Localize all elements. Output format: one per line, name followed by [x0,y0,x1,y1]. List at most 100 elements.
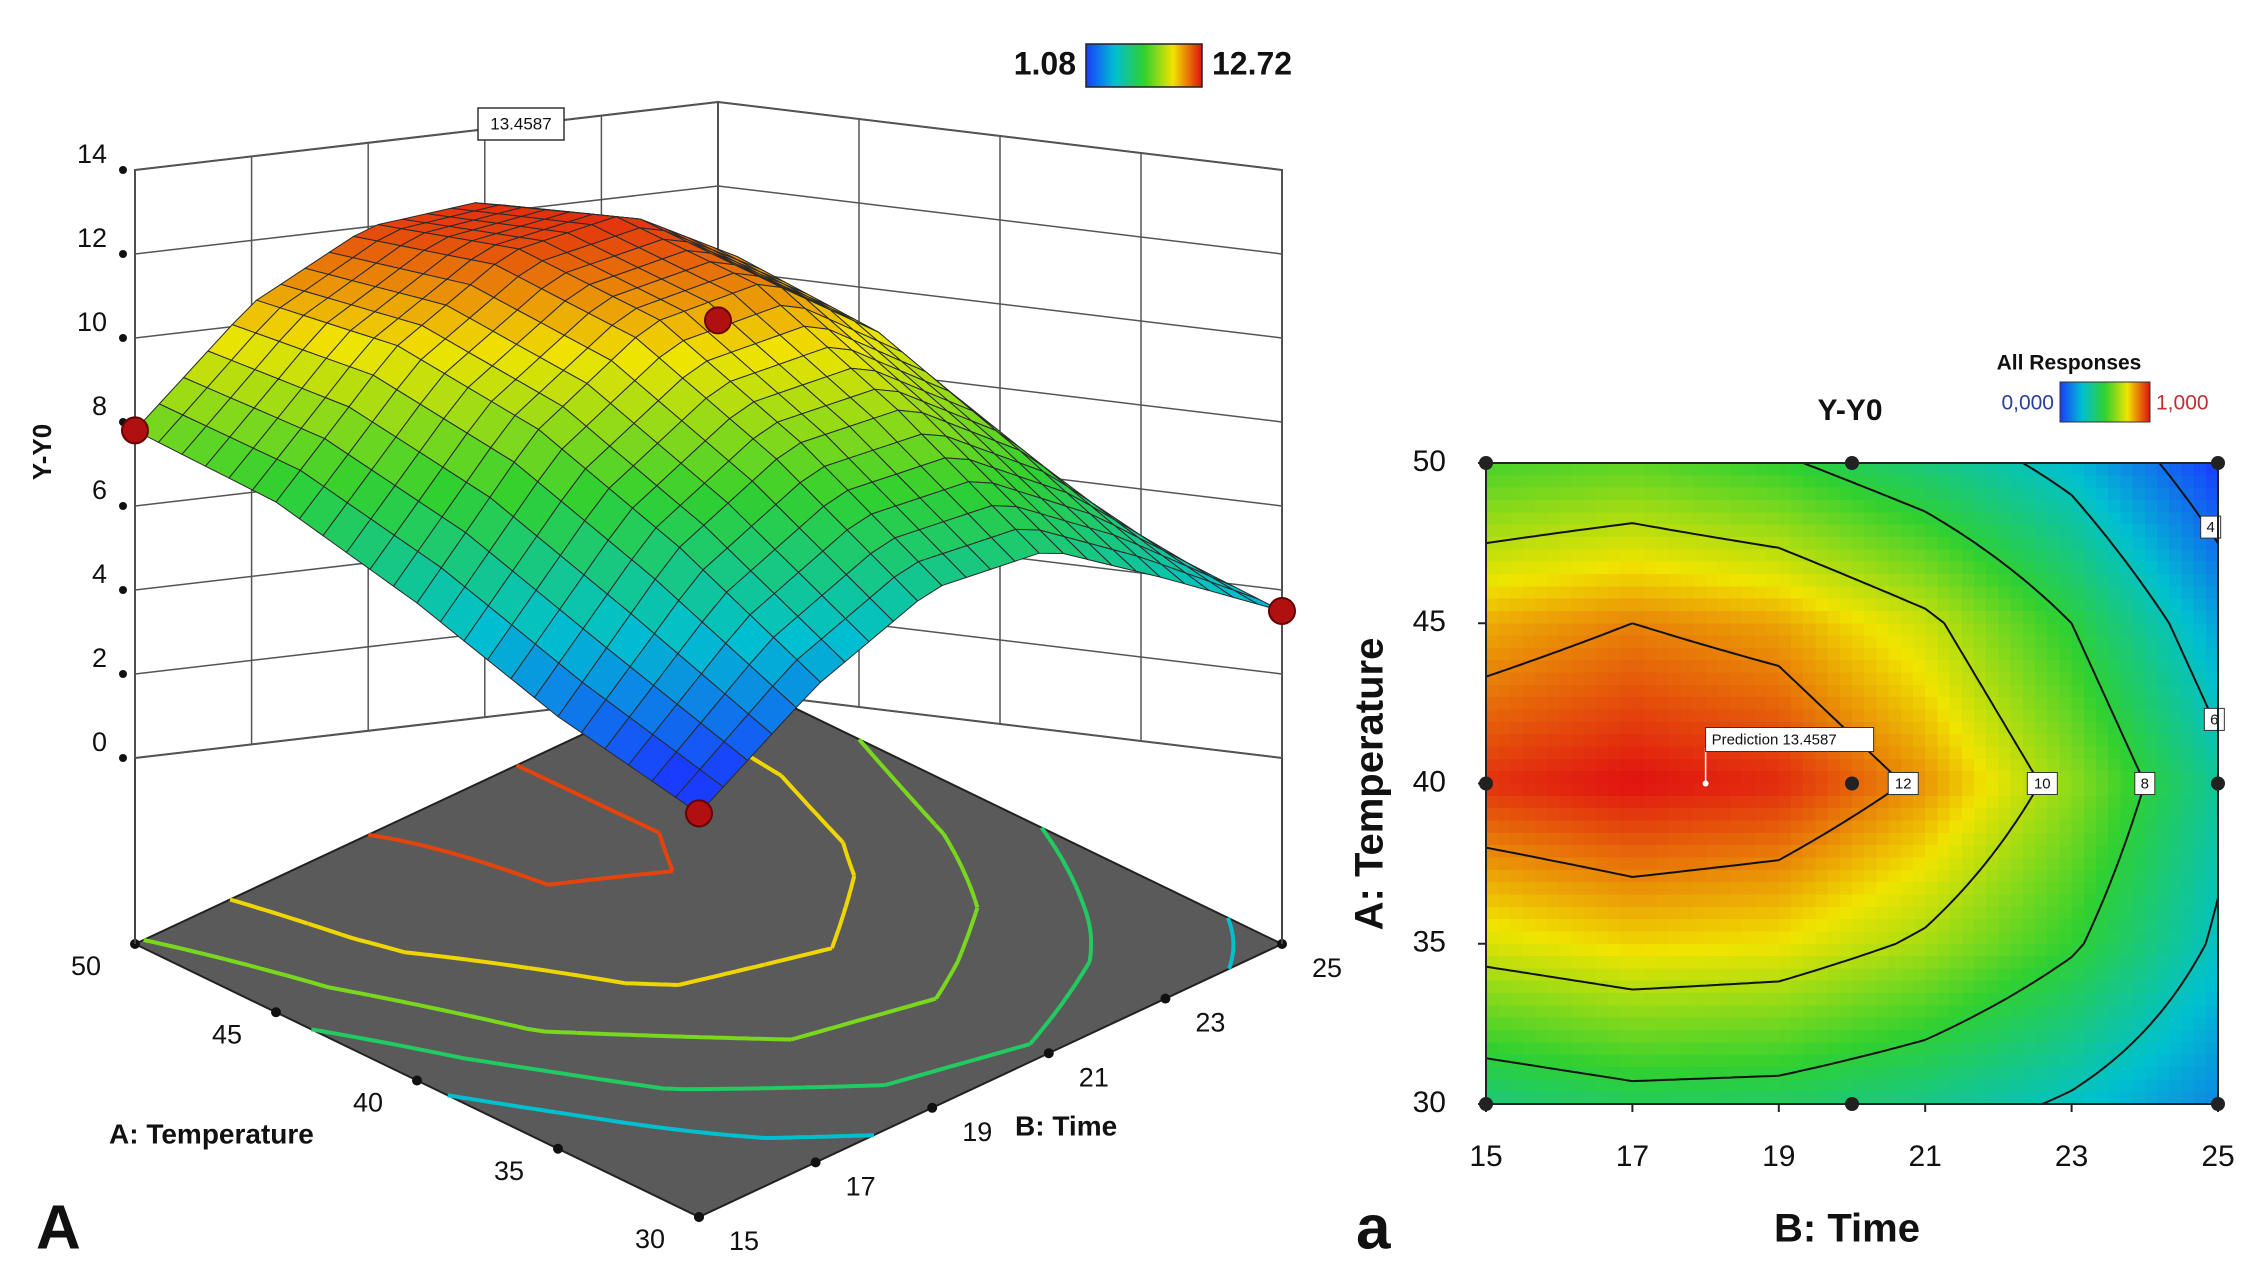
heat-cell [1656,475,1670,489]
heat-cell [1815,1005,1829,1019]
heat-cell [1730,524,1743,538]
heat-cell [1510,956,1524,970]
heat-cell [1876,771,1890,785]
heat-cell [1595,795,1609,809]
heat-cell [1864,561,1877,575]
heat-cell [1669,956,1682,970]
heat-cell [1644,598,1658,612]
contour-line [2022,462,2219,1105]
heat-cell [1498,1017,1511,1031]
heat-cell [2108,808,2121,822]
heat-cell [1839,808,1853,822]
heat-cell [1534,734,1548,748]
heat-cell [1620,561,1633,575]
heat-cell [1803,561,1816,575]
heat-cell [1876,672,1890,686]
heat-cell [1778,512,1792,526]
heat-cell [2071,1005,2085,1019]
colorbar [1085,43,1203,88]
heat-cell [1656,894,1670,908]
heat-cell [1839,993,1853,1006]
heat-cell [1486,499,1499,513]
heat-cell [1913,549,1926,563]
heat-cell [1900,463,1914,476]
heat-cell [2157,487,2170,501]
heat-cell [1754,1042,1768,1056]
annotation: 13.4587 [490,114,551,133]
heat-cell [1766,931,1780,945]
heat-cell [2181,1067,2195,1080]
heat-cell [1791,783,1804,797]
heat-cell [1486,820,1499,834]
heat-cell [1986,647,1999,661]
heat-cell [2169,561,2182,575]
heat-cell [1730,512,1743,526]
heat-cell [2047,832,2060,846]
heat-cell [1949,771,1963,785]
heat-cell [1486,1054,1499,1068]
heat-cell [2096,758,2109,772]
heat-cell [1888,882,1902,896]
heat-cell [2169,956,2182,970]
heat-cell [1656,487,1670,501]
heat-cell [2169,499,2182,513]
heat-cell [2022,1042,2036,1056]
heat-cell [1632,1079,1646,1093]
heat-cell [1900,746,1914,760]
heat-cell [1888,660,1902,674]
heat-cell [2083,487,2097,501]
heat-cell [1620,647,1633,661]
heat-cell [1669,882,1682,896]
heat-cell [2193,808,2207,822]
heat-cell [2035,586,2048,600]
heat-cell [1827,808,1841,822]
heat-cell [1693,993,1707,1006]
heat-cell [2108,956,2121,970]
heat-cell [1791,832,1804,846]
heat-cell [1815,598,1829,612]
z-tick-mark [119,502,127,510]
heat-cell [2193,1017,2207,1031]
z-tick-label: 10 [77,307,107,337]
heat-cell [2120,623,2134,637]
heat-cell [1778,1042,1792,1056]
heat-cell [1925,1091,1938,1105]
heat-cell [1583,771,1597,785]
heat-cell [1949,980,1963,994]
heat-cell [1608,586,1621,600]
heat-cell [1547,968,1560,982]
heat-cell [1498,623,1511,637]
heat-cell [1571,499,1585,513]
heat-cell [1852,1030,1865,1043]
heat-cell [1803,1054,1816,1068]
heat-cell [1620,1042,1633,1056]
heat-cell [1522,808,1536,822]
heat-cell [1534,1067,1548,1080]
heat-cell [1998,820,2012,834]
heat-cell [1608,808,1621,822]
contour-label-box [2200,515,2222,539]
heat-cell [1864,512,1877,526]
heat-cell [2108,1091,2121,1105]
heat-cell [1888,1005,1902,1019]
heat-cell [2144,598,2158,612]
heat-cell [1986,931,1999,945]
heat-cell [1620,1030,1633,1043]
heat-cell [1961,1067,1975,1080]
heat-cell [2157,919,2170,933]
contour-line [1485,462,2146,1083]
heat-cell [1864,549,1877,563]
heat-cell [1632,561,1646,575]
heat-cell [2035,820,2048,834]
heat-cell [2096,795,2109,809]
heat-cell [2096,746,2109,760]
heat-cell [1937,647,1951,661]
heat-cell [2047,672,2060,686]
heat-cell [1974,943,1987,957]
heat-cell [1986,684,1999,698]
heat-cell [1888,808,1902,822]
heat-cell [2193,993,2207,1006]
heat-cell [1827,487,1841,501]
heat-cell [1705,524,1719,538]
